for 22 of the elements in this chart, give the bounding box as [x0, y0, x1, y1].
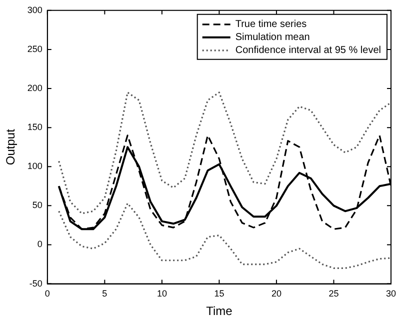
legend-label: True time series [235, 19, 307, 30]
x-tick-label: 15 [214, 288, 224, 299]
x-tick-label: 25 [328, 288, 339, 299]
y-tick-label: 200 [27, 83, 42, 93]
y-tick-label: 0 [37, 239, 42, 250]
x-tick-label: 10 [156, 288, 167, 299]
y-tick-label: 50 [32, 200, 42, 210]
y-tick-label: -50 [29, 278, 42, 288]
y-tick-label: 300 [27, 4, 42, 15]
y-tick-label: 150 [27, 122, 42, 132]
x-tick-label: 5 [102, 288, 108, 299]
y-tick-label: 100 [27, 161, 42, 172]
line-series [58, 202, 391, 269]
x-tick-label: 0 [44, 288, 50, 299]
line-series [58, 92, 391, 214]
x-axis-title: Time [206, 304, 233, 318]
y-axis-title: Output [4, 128, 18, 166]
x-tick-label: 20 [271, 288, 282, 299]
legend-label: Confidence interval at 95 % level [235, 45, 381, 56]
y-tick-label: 250 [27, 44, 42, 54]
legend-label: Simulation mean [235, 32, 310, 44]
x-tick-label: 30 [386, 288, 396, 299]
